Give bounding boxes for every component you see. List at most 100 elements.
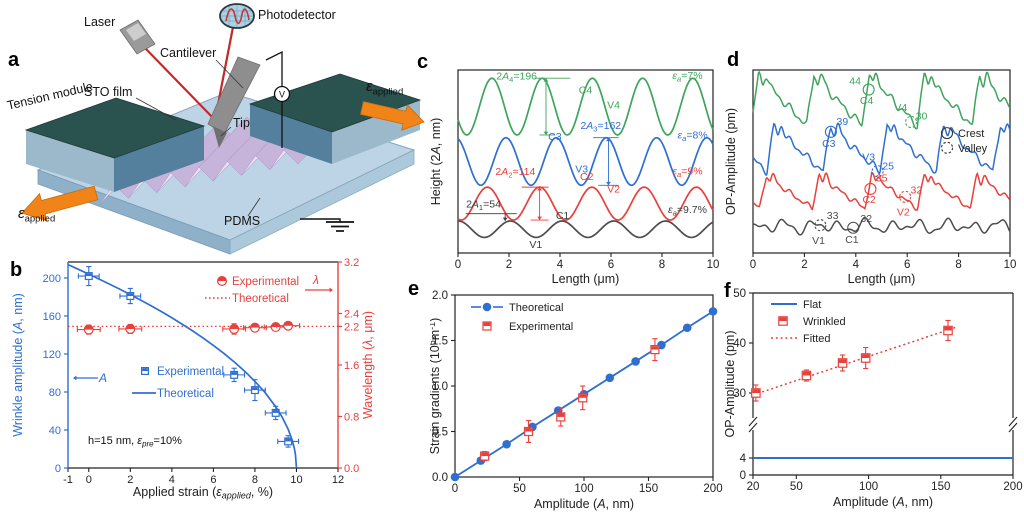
y-tick-label: 2.0 [432,290,448,302]
panel-f-chart-op-amplitude-vs-amplitude: 20 50 100 150 200 0 4 30 40 50 Amplitude (A, nm) OP… [725,288,1023,509]
op-profile-strain 9.7% [752,216,1011,236]
right-block-front-face [250,104,332,164]
right-block-top-face [248,73,422,133]
x-tick-label: 12 [332,474,344,486]
x-tick-label: 8 [252,474,258,486]
strain-applied-left-label: εapplied [18,205,55,225]
legend-theoretical: Theoretical [509,302,563,314]
crest-marker-circle [824,125,837,138]
panel-label-b: b [10,259,23,281]
x-tick-label: -1 [63,474,73,486]
strain-applied-right-label: εapplied [366,78,403,98]
annotation: C4 [579,84,593,96]
op-profile-strain 7% [752,70,1011,130]
y-tick-label: 50 [733,288,746,300]
strain-arrow-right [360,101,425,131]
x-tick-label: 0 [452,483,458,495]
y-right-tick-label: 3.2 [344,257,359,269]
annotation: C2 [580,171,594,183]
y-right-tick-label: 2.4 [344,309,359,321]
annotation: 32 [911,185,923,197]
y-right-tick-label: 2.2 [344,321,359,333]
annotation: V4 [894,102,907,114]
y-left-tick-label: 200 [43,273,61,285]
panel-label-d: d [727,49,740,71]
crest-marker-circle [862,83,875,96]
strain-arrow-left [21,185,99,222]
annotation: C4 [860,95,874,107]
annotation: V2 [607,184,620,196]
panel-b-plot: -1 0 2 4 6 8 10 12040801201602000.00.81.62.22.4… [11,257,375,501]
y-tick-label: 1.5 [432,336,448,348]
y-right-axis-label: Wavelength (λ, μm) [361,311,375,419]
x-tick-label: 2 [506,259,512,271]
panel-label-f: f [724,280,731,302]
epsilon-symbol: ε [366,78,373,95]
ground-symbol [300,218,354,232]
annotation: 2A3=162 [580,120,621,133]
circuit-wires: V [265,50,291,148]
x-axis-label: Amplitude (A, nm) [833,495,933,509]
panel-label-c: c [417,51,429,73]
x-tick-label: 0 [455,259,461,271]
annotation: εa=9% [672,165,702,179]
crest-marker-circle [847,221,860,234]
y-tick-label: 0 [740,470,746,482]
y-left-tick-label: 160 [43,311,61,323]
legend-experimental: Experimental [509,321,573,333]
y-right-tick-label: 1.6 [344,360,359,372]
x-tick-label: 20 [747,481,760,493]
y-axis-label: Strain gradients (106m-1) [430,318,442,455]
annotation: εa=9.7% [668,204,707,218]
y-tick-label: 30 [733,388,746,400]
x-tick-label: 50 [513,483,526,495]
annotation: εa=7% [672,70,702,84]
x-tick-label: 0 [86,474,92,486]
crest-marker-circle [864,182,877,195]
legend-wavelength-theoretical: Theoretical [232,293,289,305]
height-profile-strain 7% [457,77,714,136]
condition-note: h=15 nm, εpre=10% [88,435,182,449]
annotation: V2 [897,206,910,218]
x-tick-label: 4 [169,474,175,486]
op-profile-strain 8% [752,122,1011,177]
leader-lines [135,59,261,217]
annotation: V3 [575,163,588,175]
annotation: 32 [860,213,872,225]
valley-marker-circle [814,219,827,232]
annotation: C2 [862,194,876,206]
height-profile-strain 9.7% [457,220,714,239]
x-tick-label: 200 [1003,481,1022,493]
y-left-tick-label: 0 [55,463,61,475]
x-tick-label: 6 [904,259,910,271]
legend-amplitude-theoretical: Theoretical [157,388,214,400]
y-left-tick-label: 40 [49,425,61,437]
laser-beam [145,48,216,121]
panel-d-legend: Crest Valley [940,127,988,155]
legend-amplitude-experimental: Experimental [157,366,224,378]
x-tick-label: 4 [853,259,860,271]
y-left-axis-label: Wrinkle amplitude (A, nm) [11,293,25,437]
afm-tip [213,126,227,148]
x-tick-label: 100 [859,481,878,493]
annotation: 2A2=114 [495,166,535,180]
x-tick-label: 200 [703,483,722,495]
x-tick-label: 2 [801,259,807,271]
x-axis-label: Length (μm) [552,272,620,286]
sto-film-label: STO film [84,85,133,99]
pdms-front-right-face [229,149,415,255]
annotation: εa=8% [678,129,708,143]
annotation: V1 [812,235,825,247]
x-tick-label: 150 [639,483,658,495]
annotation: 30 [916,110,928,122]
y-left-tick-label: 80 [49,387,61,399]
y-right-tick-label: 0.0 [344,463,359,475]
annotation: 33 [827,210,839,222]
annotation: 39 [837,116,849,128]
panel-a-drawing: V [21,3,425,255]
height-profile-strain 9% [457,186,714,221]
x-tick-label: 8 [955,259,961,271]
x-axis-label: Length (μm) [848,272,916,286]
y-tick-label: 0.0 [432,472,448,484]
annotation: 25 [882,161,894,173]
